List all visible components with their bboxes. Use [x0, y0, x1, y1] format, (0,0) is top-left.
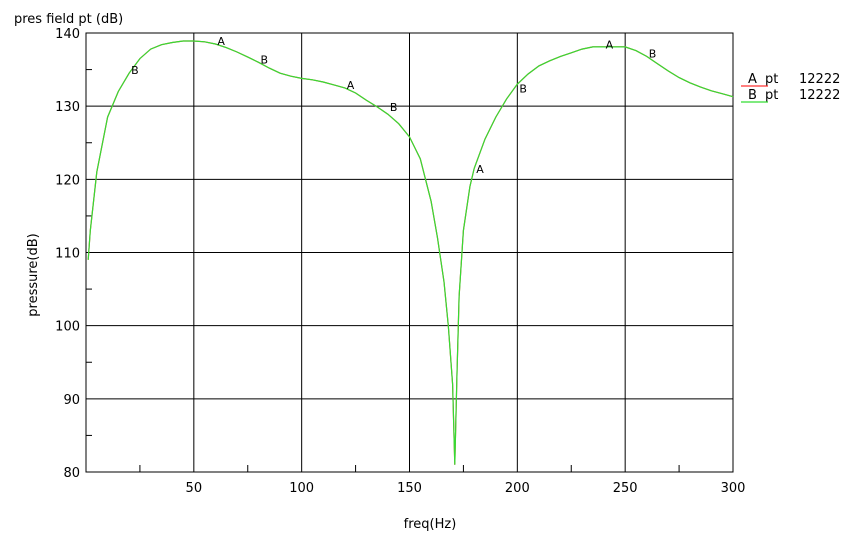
legend-value: 12222	[799, 72, 840, 87]
y-tick-label: 120	[55, 173, 80, 188]
legend-name: pt	[765, 88, 778, 103]
grid	[86, 33, 733, 472]
series-marker-b: B	[131, 64, 139, 77]
x-tick-label: 150	[397, 481, 422, 496]
series-markers: B A B A B A B A B	[131, 35, 656, 176]
chart-title: pres field pt (dB)	[14, 12, 123, 27]
x-tick-label: 200	[505, 481, 530, 496]
plot-frame	[85, 32, 734, 473]
x-axis-label: freq(Hz)	[404, 517, 457, 532]
series-marker-b: B	[390, 101, 398, 114]
x-tick-label: 50	[186, 481, 203, 496]
y-axis-label: pressure(dB)	[26, 233, 41, 316]
y-tick-label: 90	[63, 393, 80, 408]
y-tick-label: 140	[55, 27, 80, 42]
series-marker-a: A	[217, 35, 225, 48]
series-marker-a: A	[476, 163, 484, 176]
series-marker-b: B	[261, 53, 269, 66]
y-tick-label: 130	[55, 100, 80, 115]
series-line-b	[87, 40, 734, 465]
series-marker-b: B	[649, 47, 657, 60]
legend-name: pt	[765, 72, 778, 87]
legend-label-a: A	[748, 72, 757, 87]
x-tick-label: 300	[721, 481, 746, 496]
y-tick-label: 100	[55, 320, 80, 335]
series-marker-a: A	[347, 79, 355, 92]
y-tick-label: 80	[63, 466, 80, 481]
axes	[85, 32, 734, 473]
legend-value: 12222	[799, 88, 840, 103]
y-tick-label: 110	[55, 247, 80, 262]
series-lines	[87, 40, 734, 465]
series-marker-a: A	[606, 39, 614, 52]
x-tick-label: 250	[613, 481, 638, 496]
x-tick-label: 100	[289, 481, 314, 496]
tick-labels: 50 100 150 200 250 300 80 90 100 110 120 130 140	[55, 27, 745, 496]
series-marker-b: B	[519, 83, 527, 96]
legend-label-b: B	[748, 88, 757, 103]
